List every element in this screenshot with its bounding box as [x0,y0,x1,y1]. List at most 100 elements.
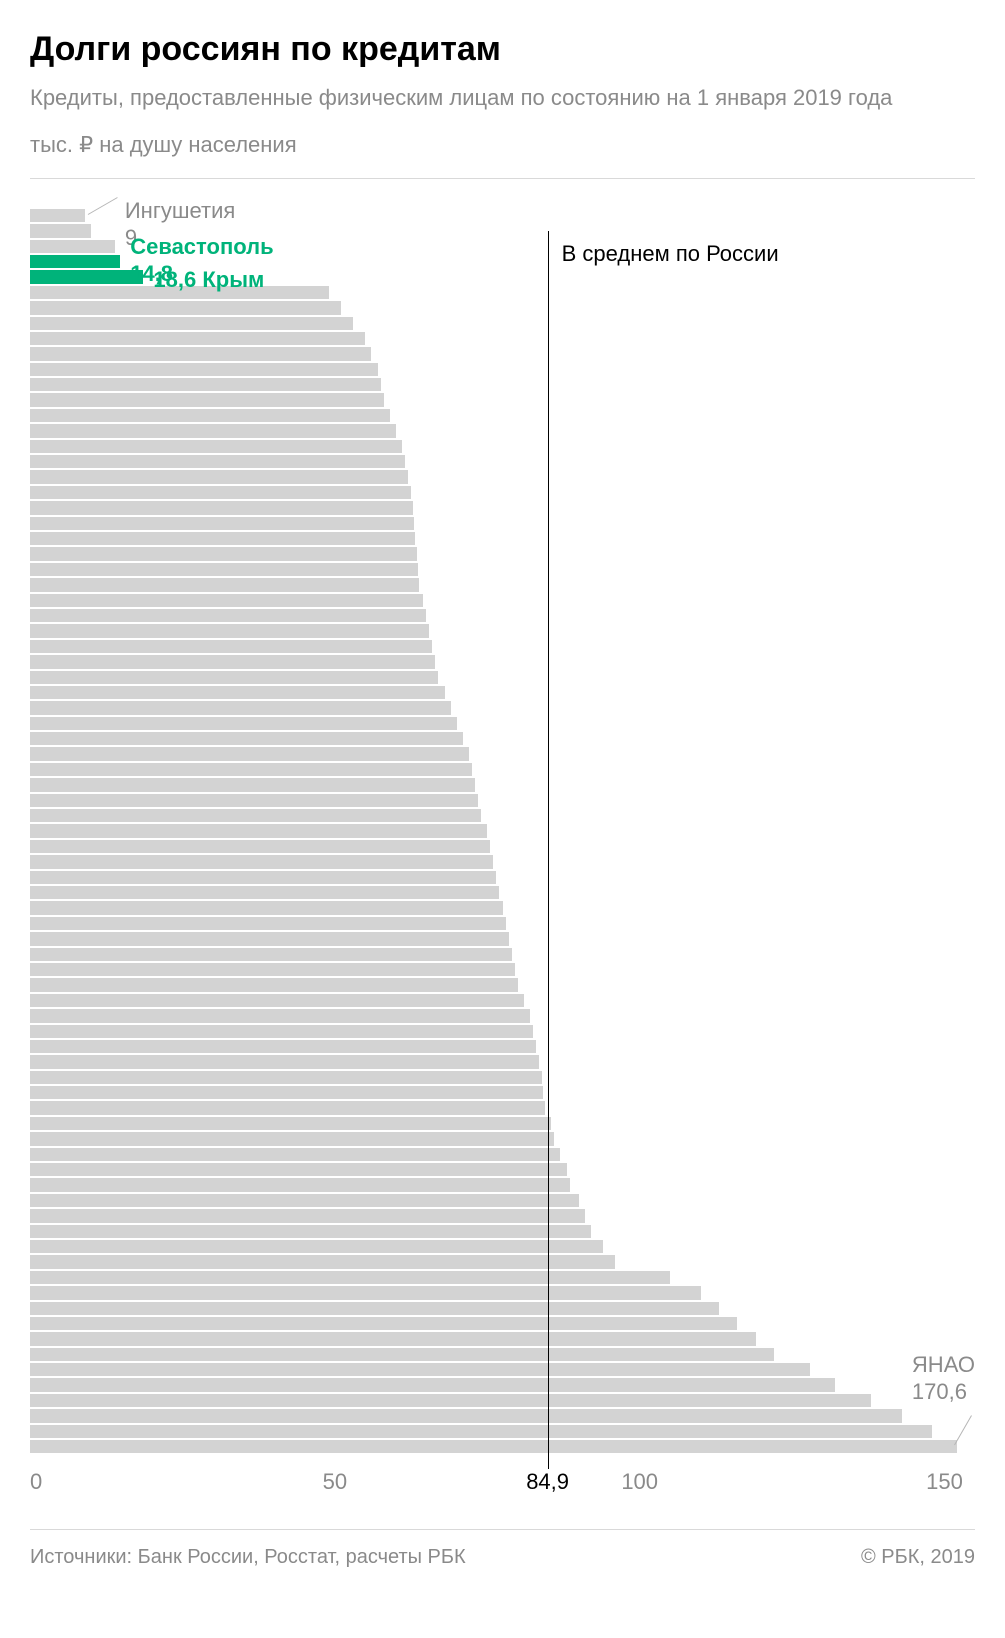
bar [30,209,85,222]
source-text: Источники: Банк России, Росстат, расчеты… [30,1546,466,1569]
bar [30,871,496,884]
bar [30,1332,756,1345]
callout-max: ЯНАО 170,6 [912,1351,975,1406]
chart-plot-area: В среднем по России Ингушетия 9 Севастоп… [30,209,975,1519]
chart-footer: Источники: Банк России, Росстат, расчеты… [30,1529,975,1569]
bar [30,563,418,576]
x-tick: 150 [926,1469,963,1495]
callout-max-value: 170,6 [912,1379,967,1404]
bar [30,1255,615,1268]
bar [30,1363,810,1376]
bar [30,332,365,345]
callout-max-name: ЯНАО [912,1352,975,1377]
callout-crimea-value: 18,6 [153,267,196,292]
bar [30,1055,539,1068]
bar [30,1194,579,1207]
bar [30,547,417,560]
chart-container: В среднем по России Ингушетия 9 Севастоп… [30,178,975,1519]
bar [30,824,487,837]
bar [30,732,463,745]
x-axis: 0 50 84,9 100 150 [30,1469,975,1499]
bar [30,763,472,776]
bar [30,240,115,253]
callout-crimea-name: Крым [202,267,264,292]
bar [30,1348,774,1361]
bar [30,347,371,360]
bar [30,963,515,976]
bar [30,1394,871,1407]
bar [30,1101,545,1114]
bar [30,686,445,699]
average-reference-line [548,231,549,1469]
bar [30,624,429,637]
bar [30,409,390,422]
bar [30,1240,603,1253]
bar [30,1009,530,1022]
bar [30,1409,902,1422]
bar [30,840,490,853]
bar [30,778,475,791]
bar [30,855,493,868]
bar [30,1086,543,1099]
chart-subtitle: Кредиты, предоставленные физическим лица… [30,83,975,114]
callout-min-name: Ингушетия [125,198,235,223]
bar [30,1117,551,1130]
bar [30,701,451,714]
bar [30,517,414,530]
bar [30,270,143,283]
bar [30,640,432,653]
bar [30,1286,701,1299]
bar [30,717,457,730]
bar [30,794,478,807]
callout-crimea: 18,6 Крым [153,266,264,294]
bar [30,978,518,991]
bar [30,886,499,899]
x-tick: 50 [323,1469,347,1495]
bar [30,1163,567,1176]
bar [30,501,413,514]
bar [30,578,419,591]
average-label: В среднем по России [562,241,779,267]
bar [30,1178,570,1191]
bar [30,1271,670,1284]
bar [30,1025,533,1038]
bar [30,440,402,453]
bar [30,1148,560,1161]
bar [30,1440,957,1453]
x-tick: 84,9 [526,1469,569,1495]
bar [30,809,481,822]
bar [30,1040,536,1053]
bar [30,594,423,607]
bar [30,932,509,945]
bar [30,532,415,545]
bar [30,317,353,330]
bar [30,655,435,668]
x-tick: 100 [621,1469,658,1495]
bar [30,1378,835,1391]
bar [30,363,378,376]
bar [30,917,506,930]
callout-sevastopol-name: Севастополь [130,234,273,259]
chart-title: Долги россиян по кредитам [30,30,975,69]
bar [30,378,381,391]
bar [30,901,503,914]
bar [30,224,91,237]
chart-unit: тыс. ₽ на душу населения [30,132,975,158]
bar [30,609,426,622]
bar [30,393,384,406]
bar [30,424,396,437]
bar-group [30,209,975,1454]
x-tick: 0 [30,1469,42,1495]
bar [30,455,405,468]
bar [30,994,524,1007]
bar [30,1317,737,1330]
bar [30,1425,932,1438]
bar [30,948,512,961]
bar [30,486,411,499]
bar [30,671,438,684]
bar [30,747,469,760]
bar [30,470,408,483]
bar [30,1132,554,1145]
bar [30,301,341,314]
bar [30,1225,591,1238]
